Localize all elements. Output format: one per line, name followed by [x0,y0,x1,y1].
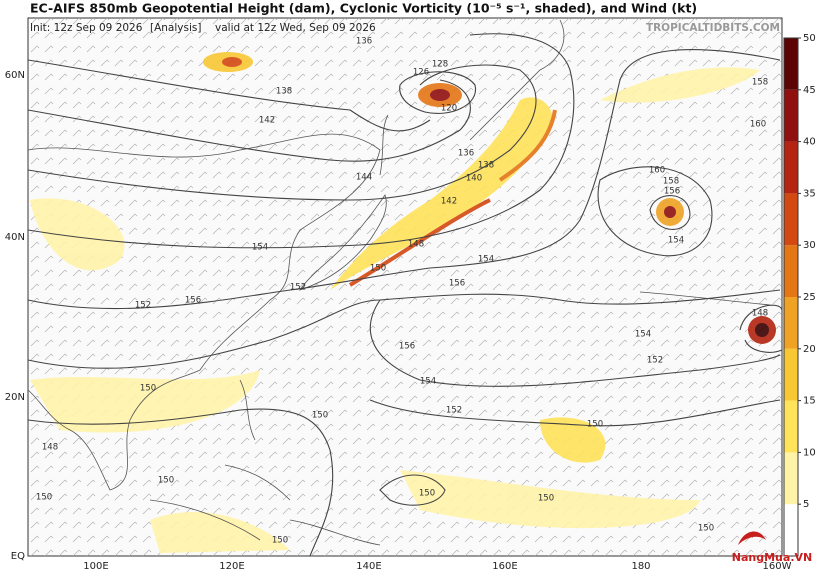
contour-label: 150 [587,420,603,430]
valid-time: valid at 12z Wed, Sep 09 2026 [215,22,376,34]
colorbar-tick-label: 25 [803,292,816,303]
contour-label: 142 [259,116,275,126]
watermark-text: NangMua.VN [732,551,812,564]
contour-label: 152 [446,406,462,416]
contour-label: 154 [635,330,651,340]
lon-label: 160W [763,561,792,572]
contour-label: 154 [252,243,268,253]
contour-label: 154 [420,377,436,387]
colorbar-tick-label: 45 [803,85,816,96]
contour-label: 148 [42,443,58,453]
contour-label: 140 [466,174,482,184]
contour-label: 138 [478,161,494,171]
coastlines [27,19,771,546]
colorbar-tick-label: 30 [803,240,816,251]
init-time: Init: 12z Sep 09 2026 [30,22,143,34]
contour-label: 150 [370,264,386,274]
contour-label: 160 [750,120,766,130]
contour-label: 150 [36,493,52,503]
lat-label: 60N [5,70,25,81]
watermark: NangMua.VN [732,531,812,564]
contour-label: 152 [135,301,151,311]
lon-label: 160E [492,561,517,572]
contour-label: 120 [441,104,457,114]
contour-label: 150 [312,411,328,421]
contour-label: 154 [668,236,684,246]
contour-label: 150 [698,524,714,534]
colorbar-tick-label: 40 [803,137,816,148]
contour-label: 150 [272,536,288,546]
colorbar-segment [784,245,798,297]
contour-label: 154 [478,255,494,265]
contour-label: 126 [413,68,429,78]
contour-label: 160 [649,166,665,176]
lat-label: EQ [11,551,25,562]
contour-label: 156 [449,279,465,289]
colorbar: 5 10 15 20 25 30 35 40 45 50 [783,33,816,557]
colorbar-tick-label: 50 [803,33,816,44]
lat-label: 20N [5,392,25,403]
colorbar-segment [784,504,798,556]
colorbar-segment [784,297,798,349]
lon-label: 120E [219,561,244,572]
vorticity-shading [30,52,776,553]
contour-label: 136 [458,149,474,159]
lon-label: 180 [631,561,650,572]
lat-label: 40N [5,232,25,243]
contour-label: 138 [276,87,292,97]
contour-label: 128 [432,60,448,70]
colorbar-segment [784,400,798,453]
height-contours [27,33,783,557]
colorbar-segment [784,348,798,401]
contour-label: 156 [664,187,680,197]
lon-label: 140E [356,561,381,572]
contour-label: 150 [419,489,435,499]
contour-label: 150 [538,494,554,504]
contour-label: 148 [408,240,424,250]
colorbar-tick-label: 35 [803,188,816,199]
contour-label: 150 [140,384,156,394]
colorbar-segment [784,193,798,246]
colorbar-segment [784,452,798,505]
colorbar-tick-label: 20 [803,344,816,355]
contour-label: 156 [399,342,415,352]
contour-label: 150 [158,476,174,486]
contour-label: 148 [752,309,768,319]
contour-label: 152 [290,283,306,293]
colorbar-segment [784,141,798,194]
contour-label: 144 [356,173,372,183]
colorbar-segment [784,89,798,142]
contour-label: 136 [356,37,372,47]
site-name: TROPICALTIDBITS.COM [646,22,780,34]
colorbar-segment [784,38,798,90]
contour-label: 156 [185,296,201,306]
colorbar-tick-label: 15 [803,396,816,407]
analysis-tag: [Analysis] [150,22,201,34]
title: EC-AIFS 850mb Geopotential Height (dam),… [30,1,697,16]
colorbar-tick-label: 10 [803,447,816,458]
colorbar-tick-label: 5 [803,499,809,510]
lon-label: 100E [83,561,108,572]
contour-label: 142 [441,197,457,207]
contour-label: 158 [663,177,679,187]
wind-barbs [28,18,782,556]
contour-label: 152 [647,356,663,366]
contour-label: 158 [752,78,768,88]
